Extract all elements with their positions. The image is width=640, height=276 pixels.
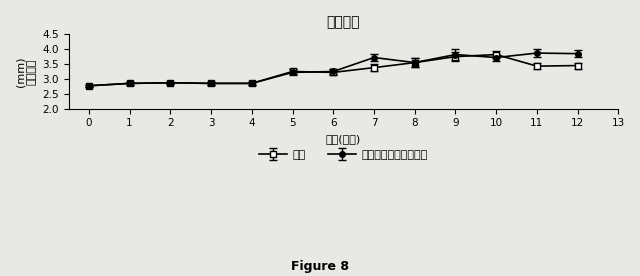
Y-axis label: (mm)
踵サイズ: (mm) 踵サイズ <box>15 56 36 87</box>
Title: 踵サイズ: 踵サイズ <box>326 15 360 29</box>
X-axis label: 時間(日数): 時間(日数) <box>326 134 361 144</box>
Text: Figure 8: Figure 8 <box>291 260 349 273</box>
Legend: 細胞, 細胞および濃縮分泌物: 細胞, 細胞および濃縮分泌物 <box>255 145 432 164</box>
